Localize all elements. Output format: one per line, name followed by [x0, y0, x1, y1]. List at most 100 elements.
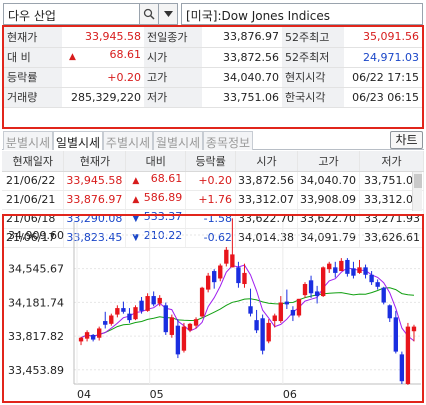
column-header[interactable]: 등락률 [185, 151, 237, 172]
quote-row: 거래량 285,329,220 저가 33,751.06 한국시각 06/23 06:15 [4, 87, 422, 108]
chevron-down-icon [163, 11, 173, 17]
column-header[interactable]: 현재가 [63, 151, 127, 172]
candle-body [278, 302, 283, 322]
y-tick-label: 34,545.67 [8, 263, 64, 276]
candle-body [345, 259, 350, 274]
quote-value-text: 06/22 17:15 [352, 70, 419, 84]
candle-body [248, 306, 253, 314]
up-arrow-icon: ▲ [132, 194, 140, 205]
candle-body [187, 323, 193, 331]
down-arrow-icon: ▼ [132, 232, 140, 243]
y-tick-label: 33,817.82 [8, 330, 64, 343]
quote-value: ▲ 68.61 [62, 47, 144, 68]
x-tick-label: 04 [77, 388, 91, 401]
candlestick-chart-panel: 34,909.60 34,545.67 34,181.74 33,817.82 33,4… [2, 214, 424, 403]
candle-body [109, 315, 114, 324]
candle-body [333, 267, 338, 273]
candle-body [357, 267, 362, 273]
cell-low: 33,626.61 [359, 228, 424, 248]
candle-body [103, 321, 108, 325]
cell-change-text: 68.61 [150, 171, 183, 185]
cell-low: 33,751.06 [359, 171, 424, 191]
quote-value-text: 33,876.97 [223, 30, 279, 44]
symbol-input[interactable]: 다우 산업 [3, 3, 157, 25]
quote-value-text: 34,040.70 [223, 70, 279, 84]
quote-value-text: 33,751.06 [223, 90, 279, 104]
candle-body [284, 301, 290, 305]
quote-table: 현재가 33,945.58 전일종가 33,876.97 52주최고 35,091.56 대… [4, 27, 422, 108]
quote-label: 시가 [144, 47, 202, 68]
candle-body [78, 337, 84, 342]
quote-label: 52주최고 [282, 27, 344, 48]
candle-body [296, 298, 302, 316]
quote-value: 35,091.56 [344, 27, 422, 48]
quote-label: 한국시각 [282, 87, 344, 108]
quote-value: 285,329,220 [62, 87, 144, 108]
tab-4[interactable]: 월별시세 [153, 131, 203, 150]
y-tick-label: 33,453.89 [8, 364, 64, 377]
quote-value: 33,872.56 [202, 47, 282, 68]
cell-change: ▼ 210.22 [125, 228, 187, 248]
candle-body [97, 328, 102, 338]
quote-value: 24,971.03 [344, 47, 422, 68]
candle-body [205, 275, 211, 290]
cell-low: 33,312.07 [359, 190, 424, 210]
cell-high: 34,091.79 [297, 228, 360, 248]
quote-value-text: 33,872.56 [223, 50, 279, 64]
quote-value-text: 35,091.56 [363, 30, 419, 44]
candle-body [375, 282, 380, 287]
candle-body [302, 284, 308, 296]
tab-2[interactable]: 일별시세 [53, 131, 103, 150]
table-row[interactable]: 21/06/21 33,876.97 ▲ 586.89 +1.76 33,312.07 33… [2, 190, 424, 210]
scrollbar-thumb[interactable] [414, 174, 422, 188]
candle-body [339, 260, 344, 272]
tab-3[interactable]: 주별시세 [103, 131, 153, 150]
candlestick-chart: 34,909.60 34,545.67 34,181.74 33,817.82 33,4… [8, 218, 421, 401]
table-row[interactable]: 21/06/17 33,823.45 ▼ 210.22 -0.62 34,014.38 34… [2, 228, 424, 248]
quote-panel: 현재가 33,945.58 전일종가 33,876.97 52주최고 35,091.56 대… [2, 25, 424, 129]
candle-body [218, 265, 223, 279]
column-header[interactable]: 시가 [235, 151, 299, 172]
symbol-dropdown-button[interactable] [158, 3, 178, 25]
tab-bar: 종목정보 월별시세 주별시세 일별시세 분별시세 차트 [2, 131, 424, 150]
candle-body [84, 332, 90, 339]
column-header[interactable]: 고가 [297, 151, 360, 172]
candle-body [393, 317, 398, 352]
index-title: [미국]:Dow Jones Indices [181, 3, 423, 25]
tab-5[interactable]: 종목정보 [203, 131, 253, 150]
column-header[interactable]: 현재일자 [2, 151, 65, 172]
candle-body [266, 322, 271, 342]
table-scrollbar[interactable] [412, 172, 422, 211]
quote-value-text: 06/23 06:15 [352, 90, 419, 104]
cell-percent: -0.62 [185, 228, 237, 248]
candle-body [145, 296, 150, 311]
column-header[interactable]: 저가 [359, 151, 424, 172]
tab-1[interactable]: 분별시세 [3, 131, 53, 150]
column-header[interactable]: 대비 [125, 151, 187, 172]
candle-body [175, 325, 181, 355]
cell-change: ▲ 586.89 [125, 190, 187, 210]
candle-body [327, 263, 332, 270]
candle-body [181, 326, 187, 351]
candle-body [411, 326, 417, 332]
candle-body [272, 315, 277, 322]
quote-label: 52주최저 [282, 47, 344, 68]
quote-row: 등락률 +0.20 고가 34,040.70 현지시각 06/22 17:15 [4, 67, 422, 88]
quote-label: 대 비 [4, 47, 62, 68]
candle-body [320, 267, 326, 297]
candle-body [90, 334, 96, 340]
chart-button[interactable]: 차트 [390, 131, 423, 149]
candle-body [242, 272, 247, 285]
cell-price: 33,876.97 [63, 190, 127, 210]
cell-open: 33,872.56 [235, 171, 299, 191]
quote-value-text: 68.61 [109, 48, 142, 61]
search-button[interactable] [139, 3, 159, 25]
table-row[interactable]: 21/06/22 33,945.58 ▲ 68.61 +0.20 33,872.56 34,… [2, 171, 424, 191]
quote-value: +0.20 [62, 67, 144, 88]
cell-high: 33,908.09 [297, 190, 360, 210]
cell-date: 21/06/21 [2, 190, 65, 210]
quote-label: 거래량 [4, 87, 62, 108]
candle-body [230, 254, 235, 268]
candle-body [381, 287, 386, 303]
search-row: 다우 산업 [미국]:Dow Jones Indices [3, 3, 423, 25]
